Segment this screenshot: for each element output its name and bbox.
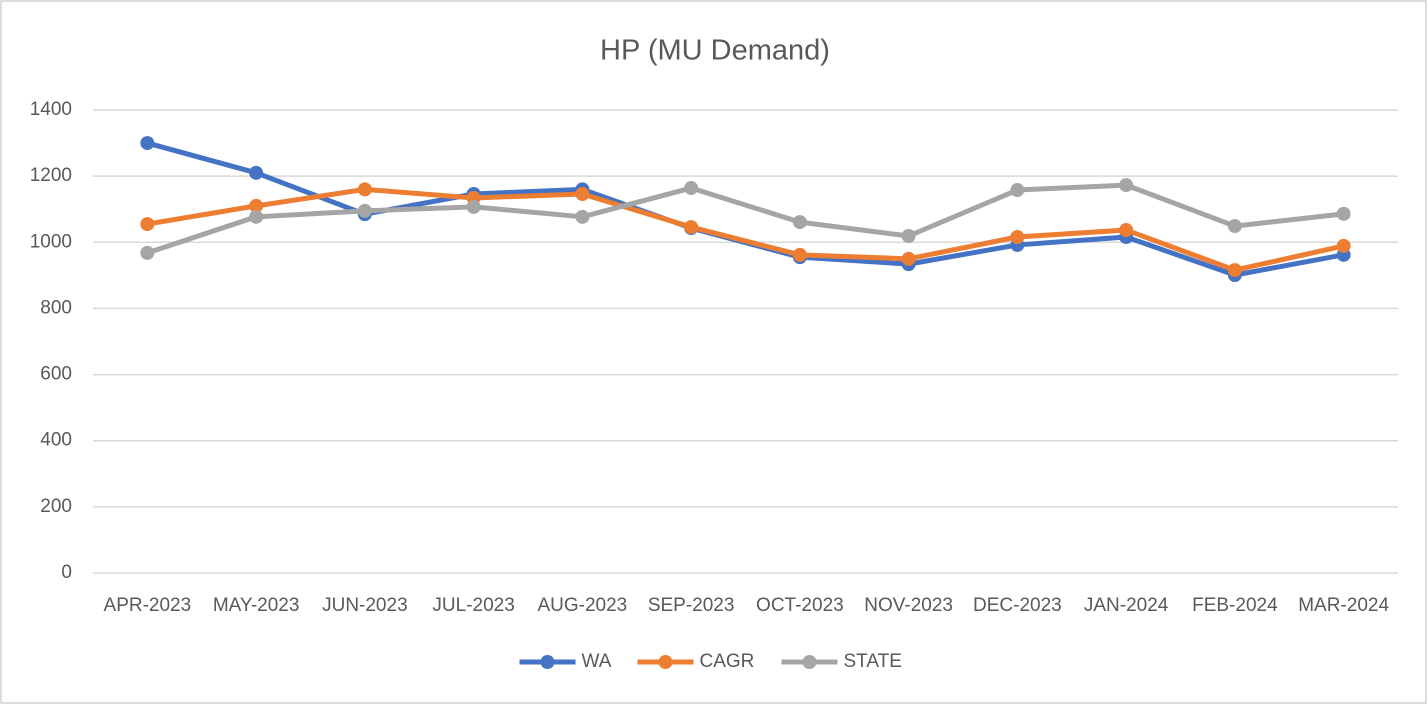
x-tick-label: SEP-2023	[648, 595, 735, 616]
y-tick-label: 0	[61, 562, 72, 583]
data-point	[1010, 183, 1025, 198]
data-point	[575, 187, 590, 202]
legend-label: WA	[582, 651, 612, 672]
data-point	[140, 217, 155, 232]
data-point	[357, 182, 372, 197]
x-tick-label: NOV-2023	[864, 595, 953, 616]
series-line	[146, 186, 1345, 273]
data-point	[249, 198, 264, 213]
x-tick-label: OCT-2023	[756, 595, 844, 616]
x-tick-label: AUG-2023	[537, 595, 627, 616]
data-point	[249, 165, 264, 180]
y-tick-label: 400	[40, 430, 72, 451]
x-tick-label: FEB-2024	[1192, 595, 1278, 616]
data-point	[1010, 229, 1025, 244]
data-point	[1336, 238, 1351, 253]
y-tick-label: 1000	[30, 231, 72, 252]
data-point	[1227, 263, 1242, 278]
data-point	[140, 245, 155, 260]
y-tick-label: 800	[40, 297, 72, 318]
legend-label: STATE	[844, 651, 902, 672]
x-tick-label: DEC-2023	[973, 595, 1062, 616]
data-point	[684, 181, 699, 196]
data-point	[249, 209, 264, 224]
data-point	[575, 209, 590, 224]
data-point	[1119, 178, 1134, 193]
data-point	[1119, 223, 1134, 238]
legend-marker	[658, 655, 673, 669]
y-tick-label: 600	[40, 364, 72, 385]
data-point	[901, 229, 916, 244]
y-tick-label: 1200	[30, 165, 72, 186]
x-tick-label: MAR-2024	[1298, 595, 1389, 616]
x-tick-label: JUN-2023	[322, 595, 408, 616]
x-tick-label: MAY-2023	[213, 595, 300, 616]
y-tick-label: 1400	[30, 99, 72, 120]
legend-marker	[802, 655, 817, 669]
x-tick-label: JAN-2024	[1084, 595, 1169, 616]
legend-label: CAGR	[700, 651, 755, 672]
legend-marker	[540, 655, 555, 669]
data-point	[1336, 206, 1351, 221]
data-point	[357, 203, 372, 218]
series-line	[146, 182, 1344, 256]
data-point	[140, 136, 155, 151]
x-tick-label: JUL-2023	[432, 595, 514, 616]
data-point	[792, 215, 807, 230]
data-point	[1227, 219, 1242, 234]
data-point	[901, 251, 916, 266]
data-point	[684, 220, 699, 235]
y-tick-label: 200	[40, 496, 72, 517]
chart-title: HP (MU Demand)	[600, 35, 830, 67]
data-point	[792, 247, 807, 262]
x-tick-label: APR-2023	[104, 595, 192, 616]
data-point	[466, 199, 481, 214]
